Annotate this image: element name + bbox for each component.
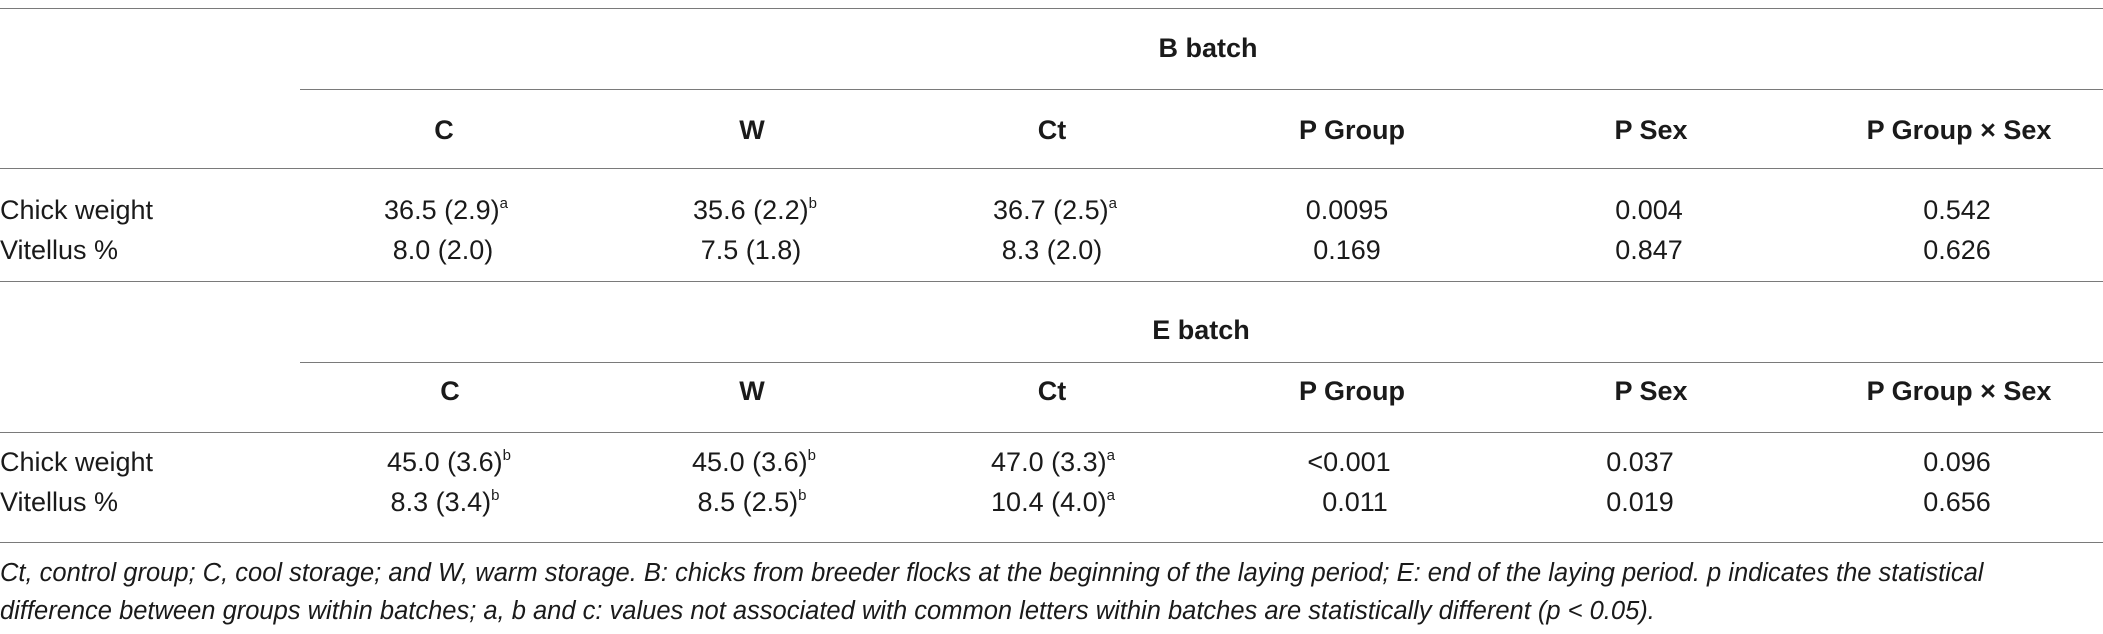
- column-header: P Sex: [1614, 376, 1688, 406]
- column-header: W: [739, 376, 765, 406]
- table-cell: 47.0 (3.3)a: [991, 447, 1115, 477]
- table-cell: 36.7 (2.5)a: [993, 195, 1117, 225]
- row-label: Chick weight: [0, 195, 154, 225]
- table-cell: 8.3 (3.4)b: [390, 487, 500, 517]
- table-cell: 0.037: [1606, 447, 1674, 477]
- column-header: Ct: [1037, 376, 1067, 406]
- table-cell: 0.169: [1313, 235, 1381, 265]
- section-e-header-rule: [0, 432, 2103, 433]
- section-title: B batch: [1158, 33, 1258, 63]
- column-header: P Group: [1298, 115, 1406, 145]
- table-bottom-rule: [0, 542, 2103, 543]
- table-cell: 10.4 (4.0)a: [991, 487, 1115, 517]
- row-label: Vitellus %: [0, 487, 119, 517]
- table-cell: 0.626: [1923, 235, 1991, 265]
- table-cell: 45.0 (3.6)b: [387, 447, 511, 477]
- column-header: C: [440, 376, 460, 406]
- column-header: P Group: [1298, 376, 1406, 406]
- table-cell: 8.5 (2.5)b: [697, 487, 807, 517]
- table-cell: 35.6 (2.2)b: [693, 195, 817, 225]
- table-cell: 36.5 (2.9)a: [384, 195, 508, 225]
- table-cell: 0.011: [1322, 487, 1388, 517]
- column-header: P Sex: [1614, 115, 1688, 145]
- table-cell: 45.0 (3.6)b: [692, 447, 816, 477]
- column-header: C: [434, 115, 454, 145]
- row-label: Vitellus %: [0, 235, 119, 265]
- column-header: P Group × Sex: [1866, 376, 2052, 406]
- column-header: P Group × Sex: [1866, 115, 2052, 145]
- table-top-rule: [0, 8, 2103, 9]
- table-cell: 0.847: [1615, 235, 1683, 265]
- table-cell: 8.3 (2.0): [1001, 235, 1103, 265]
- section-title: E batch: [1152, 315, 1250, 345]
- column-header: W: [739, 115, 765, 145]
- section-b-title-rule: [300, 89, 2103, 90]
- table-cell: 0.096: [1923, 447, 1991, 477]
- table-footnote: Ct, control group; C, cool storage; and …: [0, 559, 1984, 625]
- table-cell: <0.001: [1307, 447, 1391, 477]
- table-cell: 0.656: [1923, 487, 1991, 517]
- table-cell: 7.5 (1.8): [700, 235, 802, 265]
- section-b-header-rule: [0, 168, 2103, 169]
- table-cell: 0.542: [1923, 195, 1991, 225]
- column-header: Ct: [1037, 115, 1067, 145]
- table-cell: 0.004: [1615, 195, 1683, 225]
- section-e-title-rule: [300, 362, 2103, 363]
- row-label: Chick weight: [0, 447, 154, 477]
- table-cell: 0.0095: [1305, 195, 1389, 225]
- table-cell: 0.019: [1606, 487, 1674, 517]
- table-cell: 8.0 (2.0): [392, 235, 494, 265]
- section-divider-rule: [0, 281, 2103, 282]
